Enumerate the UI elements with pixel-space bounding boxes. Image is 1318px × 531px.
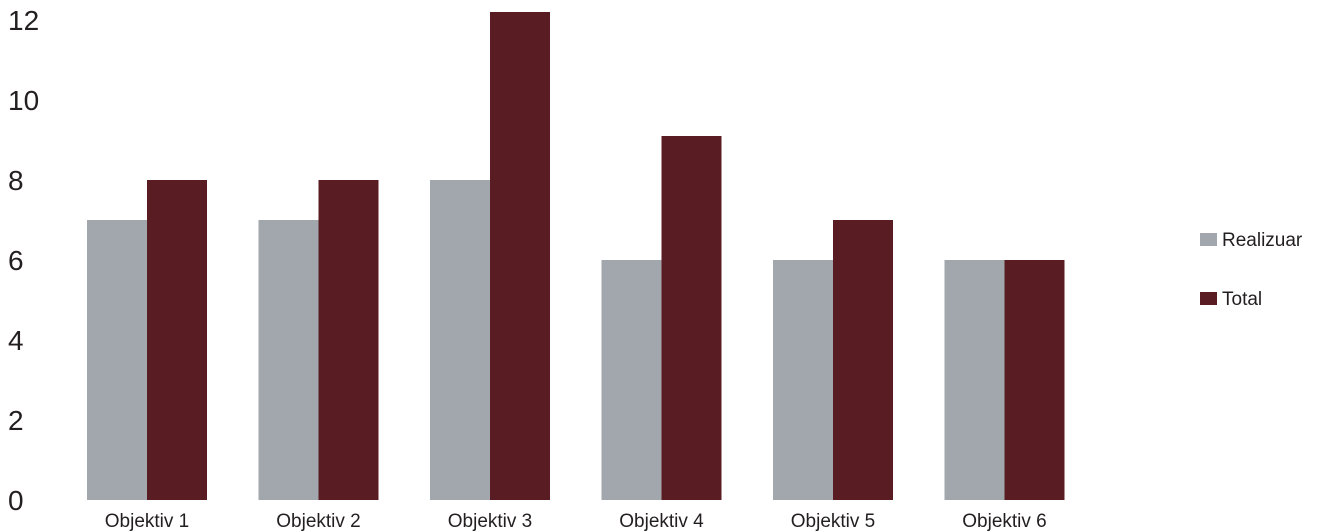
bars: [87, 12, 1065, 500]
bar-total-2: [318, 180, 379, 500]
x-axis-labels: Objektiv 1 Objektiv 2 Objektiv 3 Objektiv 4…: [105, 511, 1047, 531]
bar-total-3: [490, 12, 550, 500]
bar-realizuar-6: [944, 260, 1005, 500]
y-tick-label: 2: [8, 405, 24, 436]
bar-total-1: [147, 180, 207, 500]
x-category-label: Objektiv 4: [619, 511, 704, 531]
y-tick-label: 0: [8, 485, 24, 516]
x-category-label: Objektiv 3: [448, 511, 532, 531]
x-category-label: Objektiv 2: [276, 511, 360, 531]
y-tick-label: 12: [8, 5, 39, 36]
bar-realizuar-3: [430, 180, 490, 500]
x-category-label: Objektiv 5: [791, 511, 875, 531]
legend: Realizuar Total: [1200, 230, 1303, 310]
y-tick-label: 6: [8, 245, 24, 276]
legend-label-realizuar: Realizuar: [1222, 230, 1303, 251]
x-category-label: Objektiv 6: [962, 511, 1046, 531]
bar-realizuar-5: [773, 260, 833, 500]
y-axis-ticks: 0 2 4 6 8 10 12: [8, 5, 39, 516]
bar-total-5: [833, 220, 893, 500]
bar-realizuar-1: [87, 220, 147, 500]
legend-swatch-realizuar: [1200, 233, 1217, 246]
y-tick-label: 8: [8, 165, 24, 196]
legend-swatch-total: [1200, 292, 1217, 305]
y-tick-label: 4: [8, 325, 24, 356]
y-tick-label: 10: [8, 85, 39, 116]
bar-realizuar-4: [601, 260, 662, 500]
bar-realizuar-2: [258, 220, 319, 500]
bar-total-4: [661, 136, 722, 500]
legend-label-total: Total: [1222, 289, 1262, 310]
bar-total-6: [1004, 260, 1065, 500]
x-category-label: Objektiv 1: [105, 511, 189, 531]
